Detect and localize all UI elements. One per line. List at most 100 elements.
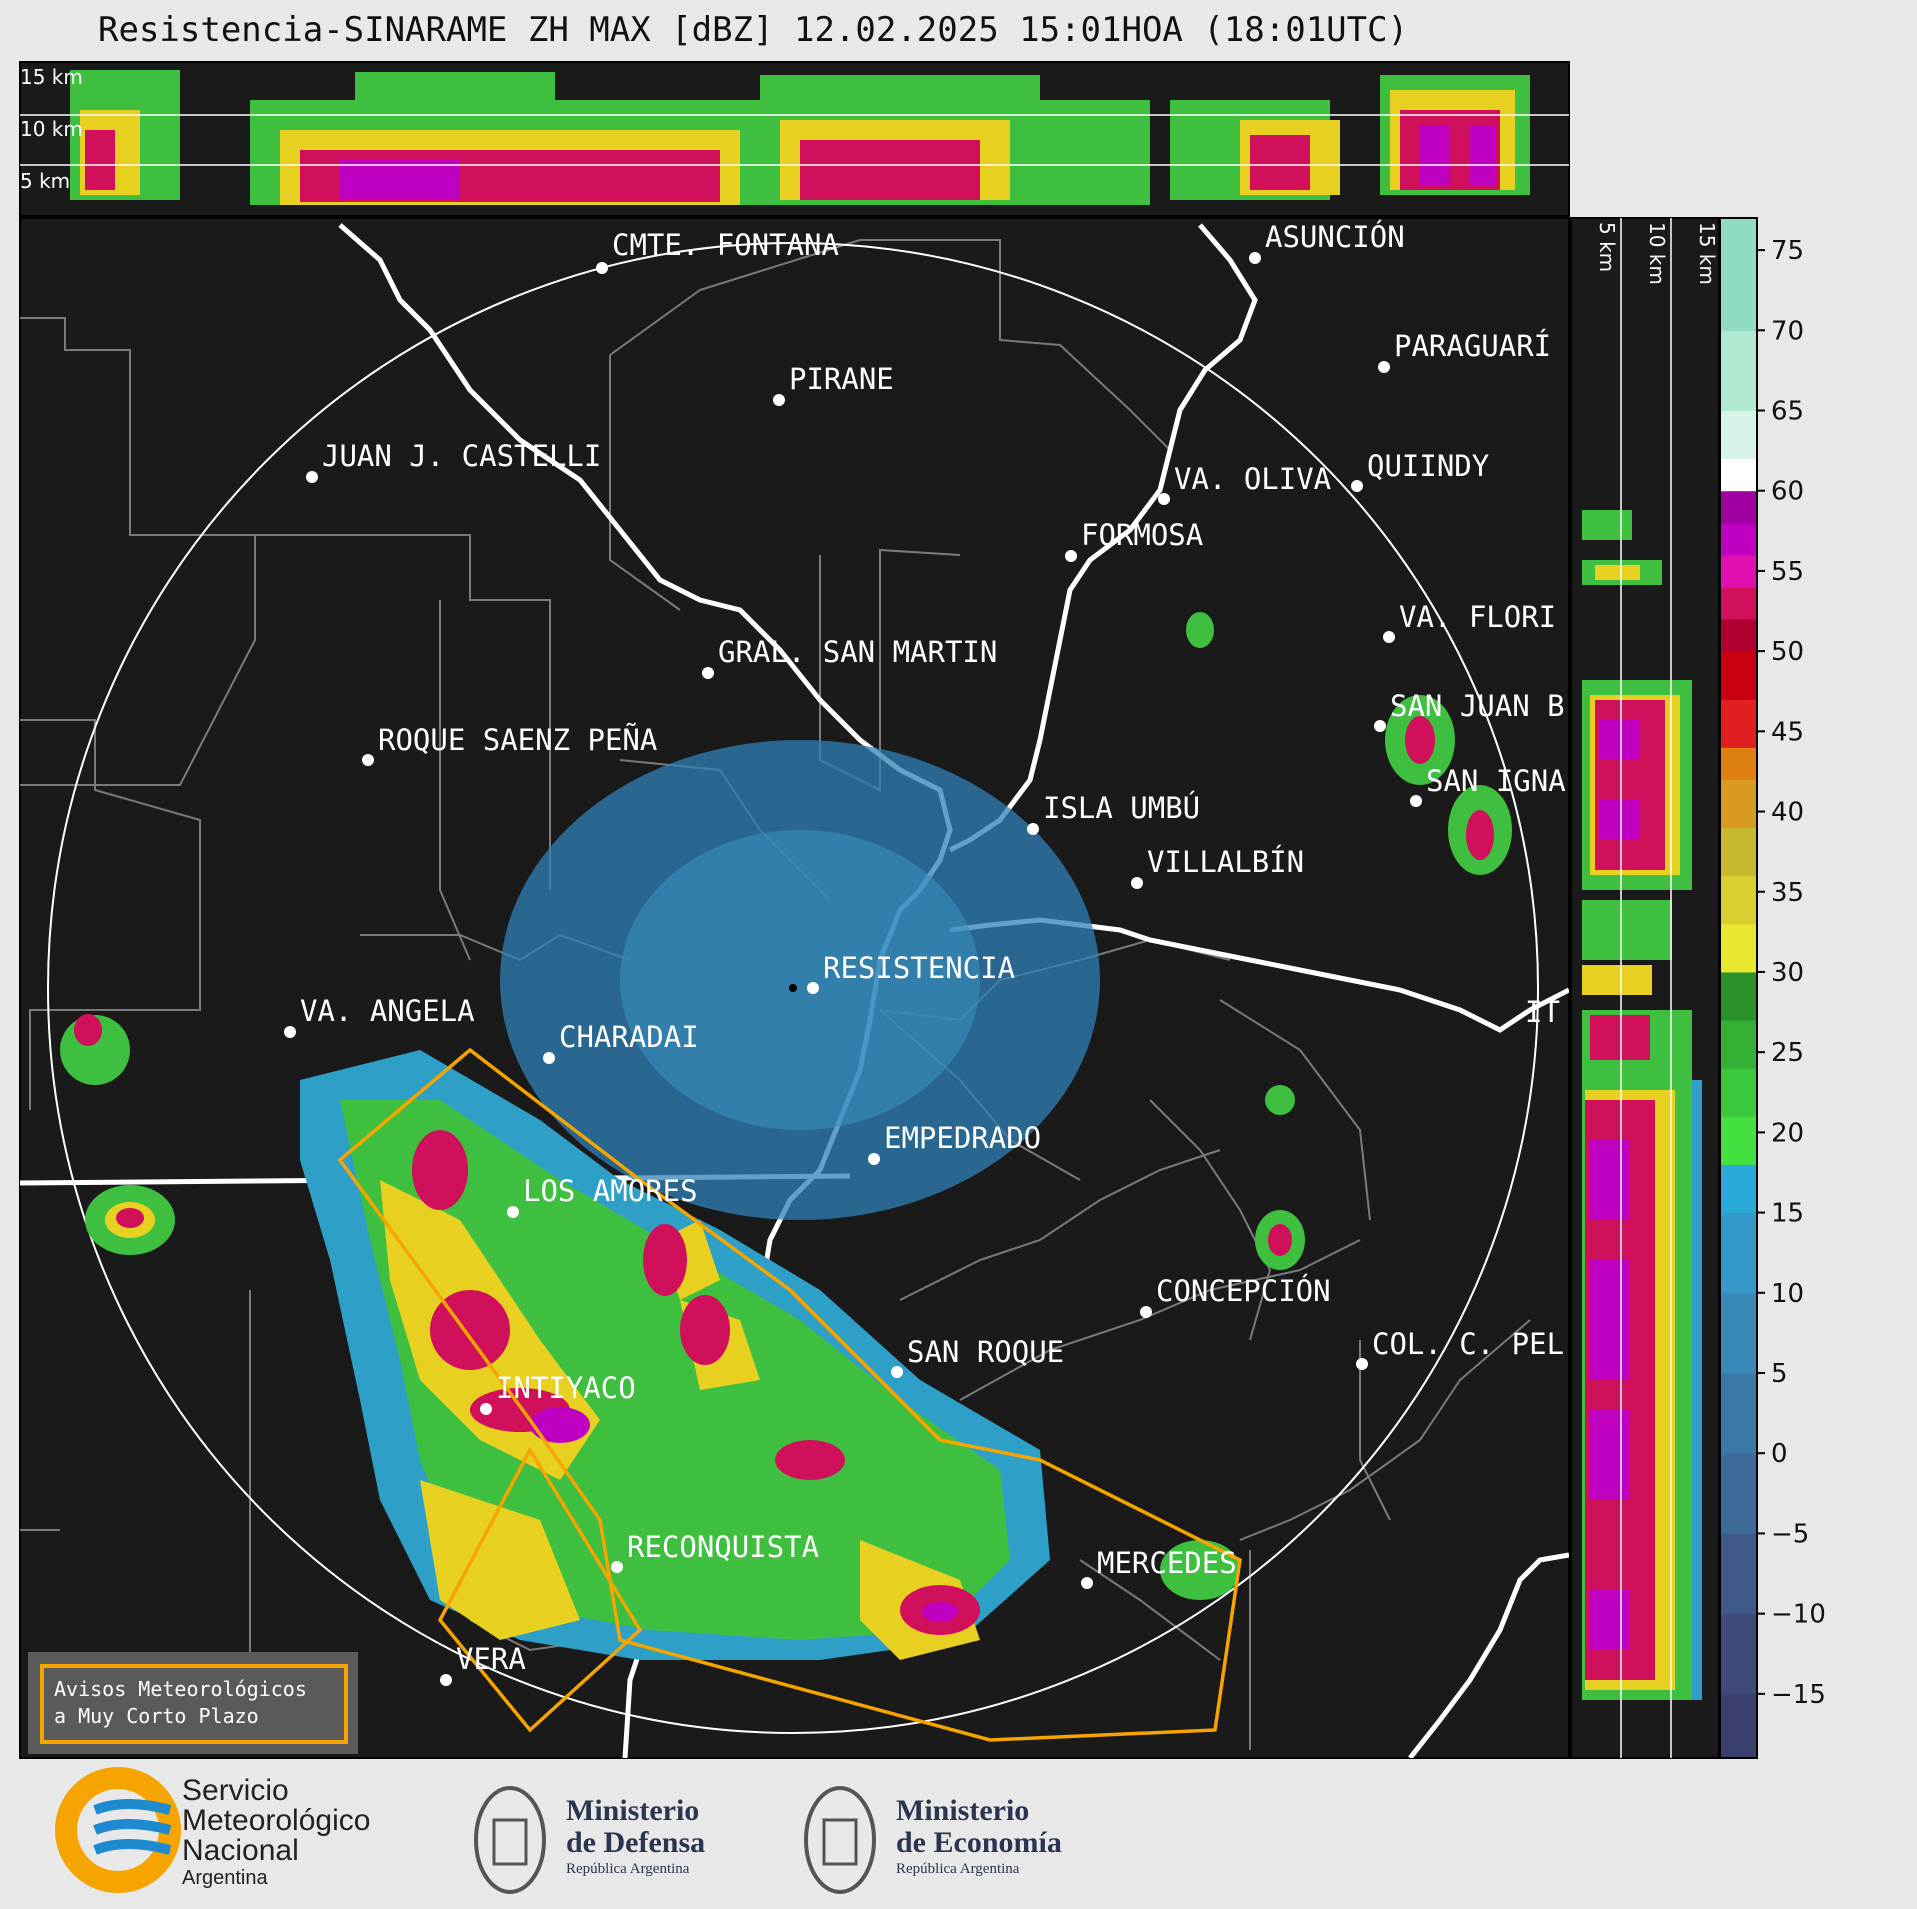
city-label: RESISTENCIA — [823, 951, 1015, 985]
radar-map: CMTE. FONTANA ASUNCIÓN PARAGUARÍ PIRANE … — [19, 217, 1570, 1759]
footer-logos — [55, 1767, 876, 1894]
city-label: QUIINDY — [1367, 449, 1489, 483]
warning-legend-line1: Avisos Meteorológicos — [54, 1677, 307, 1701]
colorbar-band — [1720, 410, 1757, 460]
colorbar-band — [1720, 522, 1757, 556]
city-markers — [284, 252, 1422, 1686]
top-alt-label-5: 5 km — [20, 169, 70, 193]
colorbar-band — [1720, 586, 1757, 620]
city-label: CMTE. FONTANA — [612, 228, 839, 262]
storm-echoes — [60, 612, 1512, 1660]
city-label: VILLALBÍN — [1147, 845, 1304, 879]
city-label: ISLA UMBÚ — [1043, 791, 1200, 825]
colorbar-tick-label: 0 — [1771, 1439, 1788, 1469]
top-alt-label-10: 10 km — [20, 117, 83, 141]
colorbar-band — [1720, 1292, 1757, 1374]
city-label: SAN ROQUE — [907, 1335, 1064, 1369]
colorbar-tick-label: 40 — [1771, 798, 1804, 828]
colorbar-band — [1720, 1068, 1757, 1117]
colorbar-tick-label: 20 — [1771, 1118, 1804, 1148]
city-label: SAN IGNA — [1426, 764, 1566, 798]
city-label: PARAGUARÍ — [1394, 329, 1551, 363]
colorbar-band — [1720, 875, 1757, 925]
page-title: Resistencia-SINARAME ZH MAX [dBZ] 12.02.… — [98, 10, 1409, 50]
colorbar-tick-label: 55 — [1771, 557, 1804, 587]
colorbar-tick-label: −15 — [1771, 1680, 1826, 1710]
colorbar-tick-label: 50 — [1771, 637, 1804, 667]
colorbar-tick-label: −5 — [1771, 1519, 1809, 1549]
city-label: VA. ANGELA — [300, 994, 475, 1028]
city-label: PIRANE — [789, 362, 894, 396]
city-label: VA. OLIVA — [1174, 462, 1331, 496]
colorbar-tick-label: 60 — [1771, 477, 1804, 507]
colorbar-band — [1720, 218, 1757, 331]
colorbar-tick-label: 10 — [1771, 1279, 1804, 1309]
colorbar-band — [1720, 619, 1757, 652]
side-altitude-profile: 5 km 10 km 15 km — [1570, 217, 1720, 1759]
city-label: CONCEPCIÓN — [1156, 1274, 1331, 1308]
coat-of-arms-icon — [804, 1786, 876, 1894]
colorbar-tick-label: −10 — [1771, 1600, 1826, 1630]
city-label: FORMOSA — [1081, 518, 1203, 552]
colorbar-tick-label: 15 — [1771, 1199, 1804, 1229]
city-label: GRAL. SAN MARTIN — [718, 635, 997, 669]
colorbar-band — [1720, 1020, 1757, 1069]
side-alt-label-15: 15 km — [1695, 222, 1719, 285]
colorbar-band — [1720, 458, 1757, 492]
colorbar-tick-label: 25 — [1771, 1038, 1804, 1068]
colorbar-tick-label: 35 — [1771, 878, 1804, 908]
colorbar-band — [1720, 923, 1757, 973]
city-label: ROQUE SAENZ PEÑA — [378, 723, 657, 757]
colorbar-band — [1720, 554, 1757, 588]
colorbar-band — [1720, 1533, 1757, 1615]
colorbar-band — [1720, 1453, 1757, 1534]
colorbar-tick-label: 65 — [1771, 397, 1804, 427]
city-label: LOS AMORES — [523, 1174, 698, 1208]
smn-logo-icon — [55, 1767, 181, 1893]
city-label: SAN JUAN B — [1390, 689, 1565, 723]
coat-of-arms-icon — [474, 1786, 546, 1894]
colorbar-band — [1720, 747, 1757, 780]
colorbar-band — [1720, 1116, 1757, 1165]
side-alt-label-10: 10 km — [1645, 222, 1669, 285]
warning-legend-line2: a Muy Corto Plazo — [54, 1704, 259, 1728]
smn-logo-text: Servicio Meteorológico Nacional Argentin… — [182, 1774, 371, 1890]
colorbar-band — [1720, 1212, 1757, 1294]
colorbar-band — [1720, 1613, 1757, 1695]
colorbar-band — [1720, 971, 1757, 1021]
warning-legend: Avisos Meteorológicos a Muy Corto Plazo — [28, 1652, 358, 1754]
colorbar-tick-label: 45 — [1771, 717, 1804, 747]
colorbar-band — [1720, 330, 1757, 411]
side-alt-label-5: 5 km — [1595, 222, 1619, 272]
city-label: EMPEDRADO — [884, 1121, 1041, 1155]
city-label: MERCEDES — [1097, 1546, 1237, 1580]
radar-range-ring — [47, 242, 1539, 1734]
economia-logo-text: Ministerio de Economía República Argenti… — [896, 1794, 1062, 1878]
city-label: JUAN J. CASTELLI — [322, 439, 601, 473]
colorbar-band — [1720, 827, 1757, 877]
colorbar-band — [1720, 699, 1757, 748]
colorbar-tick-label: 5 — [1771, 1359, 1788, 1389]
colorbar-band — [1720, 490, 1757, 524]
colorbar-tick-label: 70 — [1771, 316, 1804, 346]
colorbar-band — [1720, 779, 1757, 829]
top-alt-label-15: 15 km — [20, 65, 83, 89]
defensa-logo-text: Ministerio de Defensa República Argentin… — [566, 1794, 706, 1878]
city-label: IT — [1525, 995, 1560, 1029]
city-label: VERA — [456, 1642, 526, 1676]
city-label: ASUNCIÓN — [1265, 220, 1405, 254]
city-label: COL. C. PEL — [1372, 1327, 1564, 1361]
colorbar-band — [1720, 1693, 1757, 1759]
colorbar-tick-label: 30 — [1771, 958, 1804, 988]
city-label: VA. FLORI — [1399, 600, 1556, 634]
city-label: INTIYACO — [496, 1371, 636, 1405]
top-altitude-profile: 15 km 10 km 5 km — [19, 61, 1570, 217]
warning-polygons — [337, 1047, 1242, 1742]
city-label: CHARADAI — [559, 1020, 699, 1054]
colorbar-band — [1720, 1164, 1757, 1214]
colorbar-tick-label: 75 — [1771, 236, 1804, 266]
city-label: RECONQUISTA — [627, 1530, 819, 1564]
colorbar-band — [1720, 651, 1757, 700]
